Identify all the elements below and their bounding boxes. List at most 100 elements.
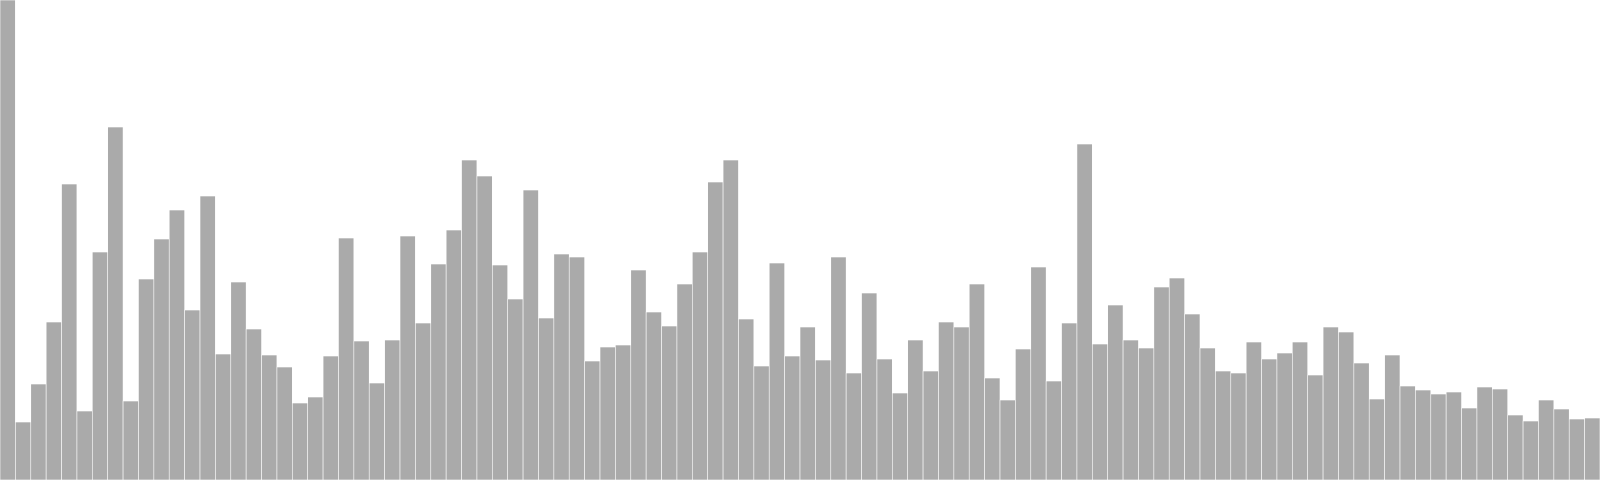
bar-87 [1338,332,1353,480]
bar-22 [338,238,353,480]
bar-53 [815,360,830,480]
bar-4 [62,184,77,480]
bar-90 [1385,355,1400,480]
bar-2 [31,384,46,480]
bar-85 [1308,375,1323,480]
bar-71 [1092,344,1107,480]
bar-89 [1369,399,1384,480]
bar-80 [1231,373,1246,480]
bar-20 [308,397,323,480]
bar-43 [662,326,677,480]
bar-73 [1123,340,1138,480]
bar-29 [446,230,461,480]
bar-69 [1062,323,1077,480]
bar-38 [585,361,600,480]
bar-47 [723,160,738,480]
bar-32 [492,265,507,480]
bar-19 [292,403,307,480]
bar-14 [215,354,230,480]
bar-0 [0,0,15,480]
bar-9 [138,279,153,480]
bar-97 [1492,389,1507,480]
bar-60 [923,371,938,480]
bar-61 [938,322,953,480]
bar-62 [954,327,969,480]
bar-23 [354,341,369,480]
bar-91 [1400,386,1415,480]
bar-92 [1415,390,1430,480]
bar-15 [231,282,246,480]
bar-56 [862,293,877,480]
bar-86 [1323,327,1338,480]
bar-63 [969,284,984,480]
bar-40 [615,345,630,480]
bar-99 [1523,421,1538,480]
bar-94 [1446,392,1461,480]
bar-52 [800,327,815,480]
bar-100 [1538,400,1553,480]
bar-27 [415,323,430,480]
bar-96 [1477,387,1492,480]
bar-68 [1046,381,1061,480]
bar-35 [538,318,553,480]
bar-1 [15,422,30,480]
bar-8 [123,401,138,480]
bar-36 [554,254,569,480]
bar-46 [708,182,723,480]
bar-16 [246,329,261,480]
bar-82 [1262,359,1277,480]
bar-84 [1292,342,1307,480]
bar-10 [154,239,169,480]
bar-66 [1015,349,1030,480]
bar-55 [846,373,861,480]
bar-41 [631,270,646,480]
bar-74 [1138,348,1153,480]
bar-64 [985,378,1000,480]
bar-11 [169,210,184,480]
bar-44 [677,284,692,480]
bar-51 [785,356,800,480]
bar-102 [1569,419,1584,480]
bar-5 [77,411,92,480]
bar-81 [1246,342,1261,480]
bar-95 [1462,408,1477,480]
bar-3 [46,322,61,480]
bar-17 [262,355,277,480]
bar-26 [400,236,415,480]
bar-65 [1000,400,1015,480]
bar-28 [431,264,446,480]
bar-7 [108,127,123,480]
bar-93 [1431,394,1446,480]
bar-31 [477,176,492,480]
bar-58 [892,393,907,480]
bar-77 [1185,314,1200,480]
bar-70 [1077,144,1092,480]
bar-21 [323,356,338,480]
bar-50 [769,263,784,480]
bar-78 [1200,348,1215,480]
bar-88 [1354,363,1369,480]
bar-13 [200,196,215,480]
bar-48 [738,319,753,480]
bar-79 [1215,371,1230,480]
bar-101 [1554,409,1569,480]
bar-18 [277,367,292,480]
bar-25 [385,340,400,480]
bar-59 [908,340,923,480]
bar-37 [569,257,584,480]
bar-33 [508,299,523,480]
bar-24 [369,383,384,480]
bar-45 [692,252,707,480]
bar-72 [1108,305,1123,480]
bar-42 [646,312,661,480]
bar-49 [754,366,769,480]
bar-34 [523,190,538,480]
bar-6 [92,252,107,480]
bar-12 [185,310,200,480]
bar-103 [1585,418,1600,480]
bar-83 [1277,353,1292,480]
bar-54 [831,257,846,480]
bar-39 [600,347,615,480]
